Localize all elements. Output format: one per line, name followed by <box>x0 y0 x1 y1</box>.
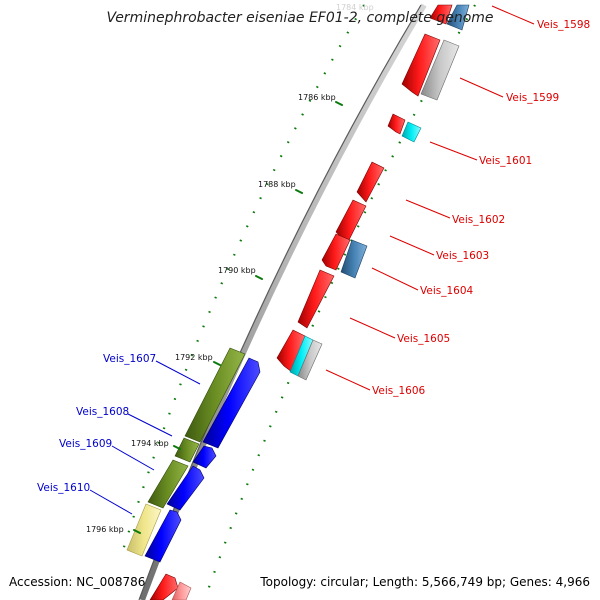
tick-labels: 1784 kbp 1786 kbp 1788 kbp 1790 kbp 1792… <box>86 3 374 534</box>
gene-blue-2 <box>192 445 217 469</box>
gene-grey-1599 <box>420 39 460 101</box>
gene-cyan-1601 <box>401 121 422 143</box>
reverse-label-leaders <box>89 360 201 515</box>
accession-text: Accession: NC_008786 <box>9 575 145 589</box>
forward-label-leaders <box>325 5 535 391</box>
gene-red-1603 <box>335 199 367 241</box>
gene-khaki-1610 <box>126 503 162 557</box>
map-title: Verminephrobacter eiseniae EF01-2, compl… <box>106 10 493 26</box>
forward-gene-labels: Veis_1598 Veis_1599 Veis_1601 Veis_1602 … <box>372 19 590 397</box>
tick-label-1790: 1790 kbp <box>218 266 256 275</box>
tick-label-1788: 1788 kbp <box>258 180 296 189</box>
tick-marks <box>133 101 343 534</box>
gene-steel-1604 <box>340 239 368 279</box>
tick-label-1784: 1784 kbp <box>336 3 374 12</box>
gene-red-top <box>429 4 453 25</box>
gene-red-bottom-1 <box>149 573 179 600</box>
gene-olive-1607 <box>184 347 246 443</box>
gene-label-veis-1599: Veis_1599 <box>506 92 559 104</box>
gene-label-veis-1609: Veis_1609 <box>59 438 112 450</box>
gene-grey-1606 <box>297 339 323 381</box>
forward-strand-genes <box>276 4 470 381</box>
gene-label-veis-1604: Veis_1604 <box>420 285 474 297</box>
gene-blue-4 <box>144 509 182 563</box>
gene-label-veis-1601: Veis_1601 <box>479 155 532 167</box>
gene-blue-3 <box>166 465 205 511</box>
gene-label-veis-1605: Veis_1605 <box>397 333 450 345</box>
gene-olive-1608 <box>174 437 200 463</box>
gene-steel-top <box>446 4 470 31</box>
tick-label-1796: 1796 kbp <box>86 525 124 534</box>
gene-label-veis-1608: Veis_1608 <box>76 406 129 418</box>
gene-red-1606 <box>276 329 306 373</box>
gene-olive-1609 <box>147 459 189 509</box>
track-guides <box>118 4 476 591</box>
gene-label-veis-1598: Veis_1598 <box>537 19 590 31</box>
tick-label-1786: 1786 kbp <box>298 93 336 102</box>
gene-red-1604a <box>321 233 351 271</box>
gene-label-veis-1602: Veis_1602 <box>452 214 505 226</box>
gene-red-1600 <box>387 113 406 135</box>
gene-label-veis-1610: Veis_1610 <box>37 482 90 494</box>
gene-red-1605 <box>297 269 335 329</box>
topology-summary: Topology: circular; Length: 5,566,749 bp… <box>259 575 590 589</box>
gene-blue-1 <box>202 357 261 449</box>
gene-red-1602 <box>356 161 385 203</box>
gene-label-veis-1607: Veis_1607 <box>103 353 156 365</box>
gene-label-veis-1603: Veis_1603 <box>436 250 489 262</box>
tick-label-1794: 1794 kbp <box>131 439 169 448</box>
reverse-strand-genes <box>126 347 261 600</box>
gene-pink-bottom <box>171 581 192 600</box>
tick-label-1792: 1792 kbp <box>175 353 213 362</box>
genome-backbone <box>139 3 427 600</box>
reverse-gene-labels: Veis_1607 Veis_1608 Veis_1609 Veis_1610 <box>37 353 156 494</box>
gene-red-1598 <box>401 33 441 97</box>
genome-backbone-edge <box>138 4 422 600</box>
gene-label-veis-1606: Veis_1606 <box>372 385 426 397</box>
